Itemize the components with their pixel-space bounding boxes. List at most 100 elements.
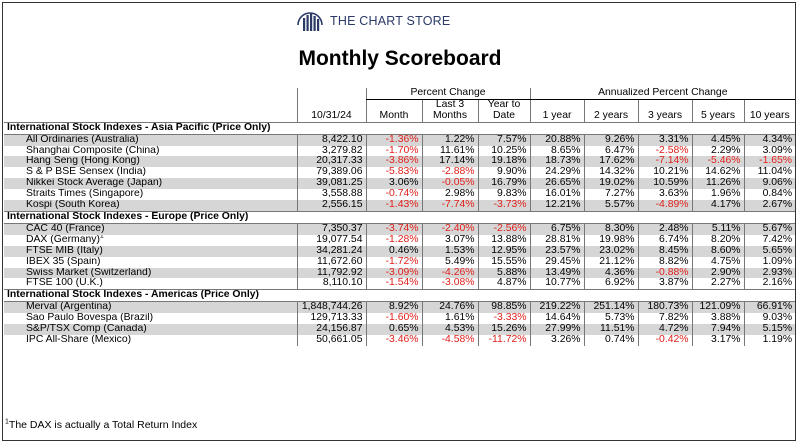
table-row: Nikkei Stock Average (Japan) 39,081.25 3.0… xyxy=(4,178,796,190)
index-value: 11,792.92 xyxy=(296,267,366,279)
percent-value: 5.11% xyxy=(691,223,745,235)
percent-value: 26.65% xyxy=(529,178,585,190)
index-name-text: Straits Times (Singapore) xyxy=(26,189,144,200)
footnote-marker: 1 xyxy=(5,418,9,426)
percent-value: 8.60% xyxy=(691,245,745,257)
percent-value: 9.06% xyxy=(743,178,796,190)
percent-value: 1.22% xyxy=(421,134,478,146)
percent-value: 2.48% xyxy=(637,223,693,235)
percent-value: 3.87% xyxy=(637,278,693,290)
percent-value: 16.79% xyxy=(477,178,531,190)
last3-header-l2: Months xyxy=(421,110,478,123)
percent-value: 23.57% xyxy=(529,245,585,257)
percent-value: -2.56% xyxy=(477,223,531,235)
index-value: 8,110.10 xyxy=(296,278,366,290)
percent-change-header: Percent Change xyxy=(365,88,531,100)
percent-value: 9.83% xyxy=(477,189,531,201)
percent-value: 2.90% xyxy=(691,267,745,279)
percent-value: 5.88% xyxy=(477,267,531,279)
index-value: 3,558.88 xyxy=(296,189,366,201)
percent-value: 2.29% xyxy=(691,145,745,157)
percent-value: 5.57% xyxy=(583,200,639,212)
percent-value: 1.09% xyxy=(743,256,796,268)
percent-value: 4.87% xyxy=(477,278,531,290)
percent-value: 3.07% xyxy=(421,234,478,246)
percent-value: 7.57% xyxy=(477,134,531,146)
percent-value: 11.51% xyxy=(583,324,639,335)
percent-value: -7.14% xyxy=(637,156,693,168)
percent-value: 10.59% xyxy=(637,178,693,190)
percent-value: 7.82% xyxy=(637,313,693,325)
percent-value: 23.02% xyxy=(583,245,639,257)
percent-value: 10.77% xyxy=(529,278,585,290)
index-value: 11,672.60 xyxy=(296,256,366,268)
index-name: Nikkei Stock Average (Japan) xyxy=(4,178,297,190)
percent-value: 9.90% xyxy=(477,167,531,179)
2y-header: 2 years xyxy=(583,110,639,123)
index-name: FTSE 100 (U.K.) xyxy=(4,278,297,289)
percent-value: -4.26% xyxy=(421,267,478,279)
percent-value: 4.17% xyxy=(691,200,745,212)
index-name: FTSE MIB (Italy) xyxy=(4,245,297,257)
index-name: Sao Paulo Bovespa (Brazil) xyxy=(4,313,297,324)
index-name: Straits Times (Singapore) xyxy=(4,189,297,200)
percent-value: 8.45% xyxy=(637,245,693,257)
index-name: Merval (Argentina) xyxy=(4,301,297,314)
section-title: International Stock Indexes - Americas (… xyxy=(4,289,796,303)
percent-value: -1.43% xyxy=(365,200,422,212)
section-header: International Stock Indexes - Europe (Pr… xyxy=(4,210,796,224)
percent-value: -3.46% xyxy=(365,334,422,346)
ytd-header-l1: Year to xyxy=(477,99,531,111)
scoreboard-frame xyxy=(2,2,796,441)
percent-value: 10.25% xyxy=(477,145,531,157)
percent-value: 0.84% xyxy=(743,189,796,201)
percent-value: 5.67% xyxy=(743,223,796,235)
percent-value: 5.15% xyxy=(743,324,796,335)
percent-value: 7.94% xyxy=(691,324,745,335)
percent-value: 20.88% xyxy=(529,134,585,146)
percent-value: 8.65% xyxy=(529,145,585,157)
percent-value: 0.65% xyxy=(365,324,422,335)
percent-value: 14.32% xyxy=(583,167,639,179)
table-row: Swiss Market (Switzerland) 11,792.92 -3.09… xyxy=(4,267,796,279)
percent-value: 6.92% xyxy=(583,278,639,290)
percent-value: 3.06% xyxy=(365,178,422,190)
percent-value: 4.75% xyxy=(691,256,745,268)
percent-value: 11.26% xyxy=(691,178,745,190)
percent-value: 19.02% xyxy=(583,178,639,190)
table-row: IPC All-Share (Mexico) 50,661.05 -3.46% -4.… xyxy=(4,334,796,346)
index-name-text: DAX (Germany) xyxy=(26,234,100,245)
percent-value: 2.67% xyxy=(743,200,796,212)
percent-value: -2.88% xyxy=(421,167,478,179)
index-name-text: Kospi (South Korea) xyxy=(26,200,120,211)
percent-value: 11.04% xyxy=(743,167,796,179)
index-value: 8,422.10 xyxy=(296,134,366,146)
percent-value: 14.62% xyxy=(691,167,745,179)
index-value: 20,317.33 xyxy=(296,156,366,168)
percent-value: 1.61% xyxy=(421,313,478,325)
brand: THE CHART STORE xyxy=(296,9,450,33)
page-title: Monthly Scoreboard xyxy=(298,47,502,70)
percent-value: 219.22% xyxy=(529,301,585,314)
percent-value: 3.26% xyxy=(529,334,585,346)
index-value: 79,389.06 xyxy=(296,167,366,179)
percent-value: -5.83% xyxy=(365,167,422,179)
table-row: IBEX 35 (Spain) 11,672.60 -1.72% 5.49% 15.55… xyxy=(4,256,796,268)
percent-value: -0.88% xyxy=(637,267,693,279)
section-header: International Stock Indexes - Americas (… xyxy=(4,289,796,303)
percent-value: 1.19% xyxy=(743,334,796,346)
footnote: 1The DAX is actually a Total Return Inde… xyxy=(5,418,197,432)
index-name: CAC 40 (France) xyxy=(4,223,297,235)
percent-value: -1.54% xyxy=(365,278,422,290)
table-row: Merval (Argentina) 1,848,744.26 8.92% 24.76… xyxy=(4,301,796,314)
percent-value: 4.36% xyxy=(583,267,639,279)
bar-chart-circle-icon xyxy=(297,12,323,31)
percent-value: 6.47% xyxy=(583,145,639,157)
index-name: IPC All-Share (Mexico) xyxy=(4,335,297,346)
5y-header: 5 years xyxy=(691,110,745,123)
percent-value: 12.95% xyxy=(477,245,531,257)
1y-header: 1 year xyxy=(529,110,585,123)
percent-value: 3.09% xyxy=(743,145,796,157)
percent-value: 19.98% xyxy=(583,234,639,246)
index-name-text: CAC 40 (France) xyxy=(26,223,105,234)
